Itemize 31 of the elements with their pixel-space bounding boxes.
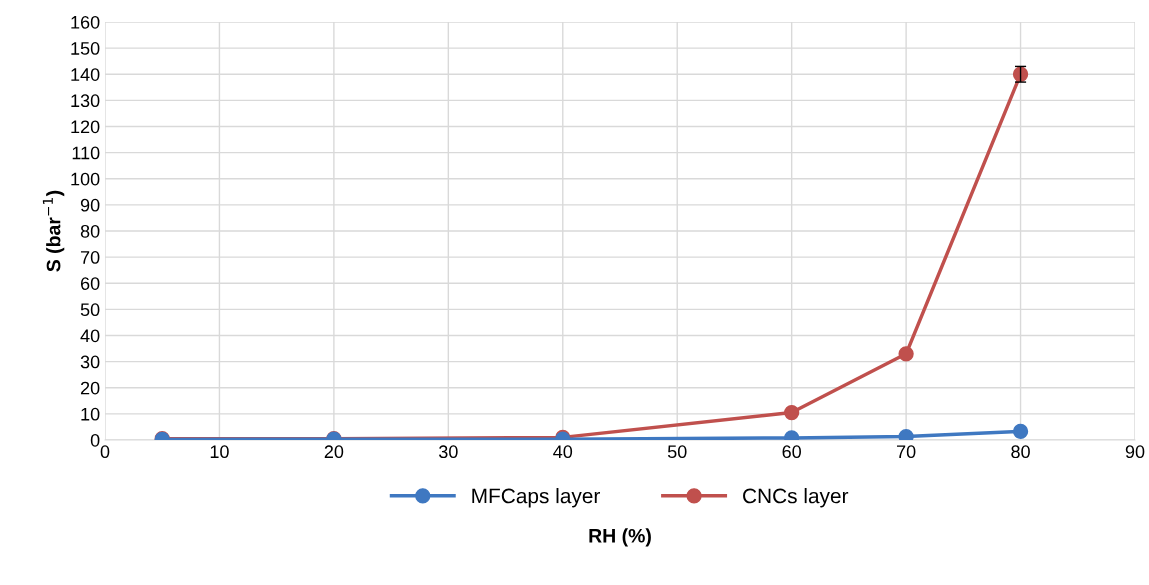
x-axis-title: RH (%): [589, 528, 651, 547]
x-tick-label: 80: [1011, 445, 1030, 459]
x-tick-label: 30: [438, 445, 458, 459]
y-tick-label: 20: [80, 381, 100, 395]
y-tick-label: 160: [71, 15, 100, 29]
y-tick-label: 120: [71, 120, 100, 134]
y-tick-label: 70: [80, 251, 100, 264]
x-tick-label: 60: [782, 445, 801, 459]
legend-label: CNCs layer: [743, 488, 849, 508]
y-tick-label: 150: [71, 42, 100, 55]
y-tick-label: 140: [71, 68, 100, 81]
x-tick-label: 70: [897, 445, 916, 459]
y-tick-label: 100: [71, 172, 100, 186]
y-tick-label: 110: [72, 146, 100, 160]
legend-label: MFCaps layer: [472, 488, 600, 508]
y-tick-label: 90: [80, 198, 100, 212]
y-tick-label: 60: [80, 277, 100, 290]
y-axis-title: S (bar$^{−1}$): [42, 190, 65, 272]
y-tick-label: 130: [71, 94, 100, 108]
x-tick-label: 50: [667, 445, 687, 459]
x-tick-label: 20: [324, 445, 344, 459]
y-tick-label: 0: [90, 433, 100, 447]
y-tick-label: 80: [80, 224, 100, 238]
x-tick-label: 0: [100, 445, 110, 459]
y-tick-label: 30: [80, 355, 100, 369]
y-tick-label: 10: [81, 407, 100, 421]
y-tick-label: 50: [80, 303, 100, 317]
x-tick-label: 10: [210, 445, 229, 459]
x-tick-label: 90: [1125, 445, 1145, 459]
y-tick-label: 40: [80, 329, 100, 343]
x-tick-label: 40: [553, 445, 573, 459]
